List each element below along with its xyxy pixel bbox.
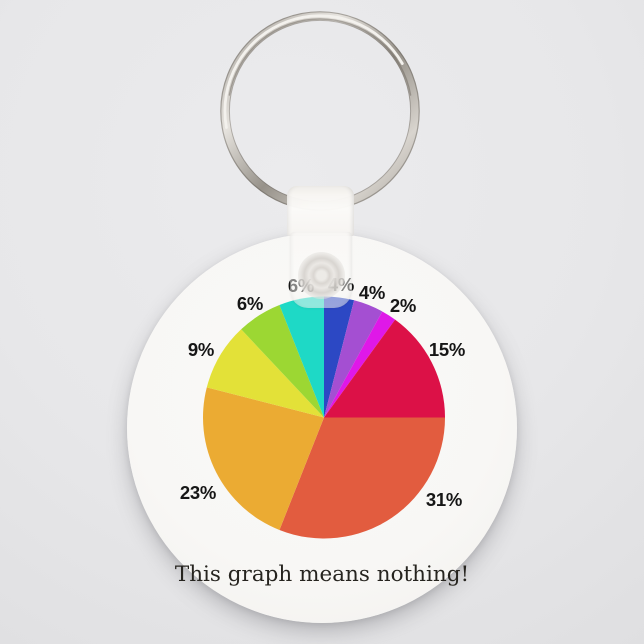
pie-slice-yellow (206, 329, 324, 418)
keyring-coil-groove (228, 18, 412, 96)
pie-slice-label-tomato: 31% (426, 489, 462, 510)
caption-text: This graph means nothing! (174, 562, 470, 587)
pie-slice-label-green: 6% (237, 293, 263, 314)
keyring-highlight (223, 14, 404, 129)
pie-slice-blue (324, 296, 355, 418)
pie-slices (203, 296, 445, 539)
pie-slice-cyan (279, 296, 324, 418)
pie-slice-green (241, 305, 324, 418)
keychain-tab-fold (287, 186, 354, 236)
pie-slice-label-purple: 4% (359, 282, 385, 303)
pie-slice-orange (203, 387, 324, 530)
pie-slice-label-orange: 23% (180, 482, 216, 503)
pie-slice-label-yellow: 9% (188, 339, 214, 360)
keychain-grommet (298, 252, 345, 299)
pie-slice-purple (324, 300, 383, 418)
pie-slice-label-crimson: 15% (429, 339, 465, 360)
pie-slice-crimson (324, 319, 445, 418)
pie-slice-magenta (324, 311, 396, 418)
pie-slice-tomato (279, 417, 445, 539)
pie-slice-label-magenta: 2% (390, 295, 416, 316)
